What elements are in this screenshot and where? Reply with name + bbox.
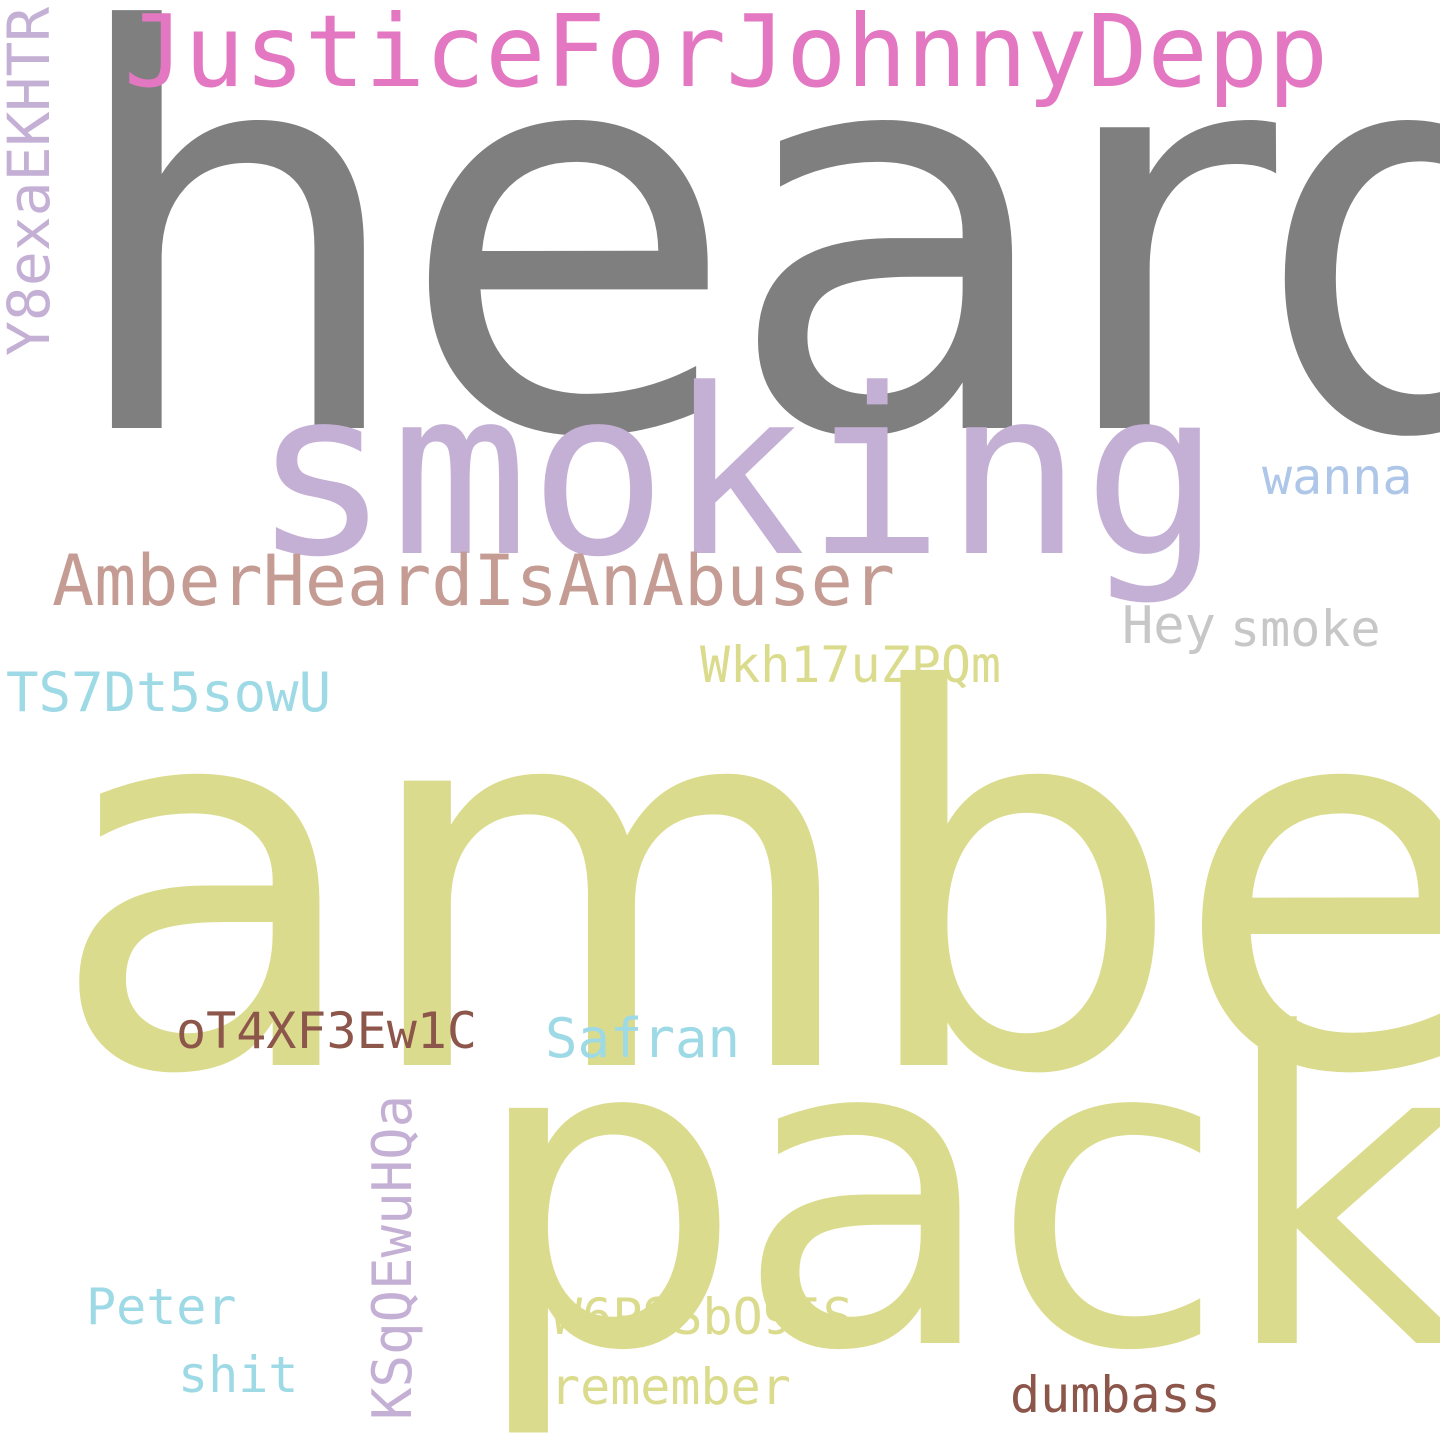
word-ot4xf3ew1c: oT4XF3Ew1C (176, 1002, 478, 1060)
word-smoke: smoke (1230, 600, 1381, 658)
word-pack: pack (470, 945, 1440, 1440)
word-hey: Hey (1122, 596, 1216, 656)
word-y8exaekhtr: Y8exaEKHTR (0, 6, 63, 356)
word-heard: heard (62, 0, 1440, 558)
word-amberheardisanabuser: AmberHeardIsAnAbuser (52, 540, 895, 622)
word-peter: Peter (86, 1278, 237, 1336)
word-dumbass: dumbass (1010, 1366, 1221, 1424)
word-ksqqewuhqa: KSqQEwuHQa (361, 1094, 424, 1420)
word-justicefor-johnnydepp: JusticeForJohnnyDepp (124, 0, 1329, 110)
word-w6pssbo95s: W6PSSbO95S (552, 1288, 854, 1346)
word-wanna: wanna (1262, 448, 1413, 506)
word-smoking: smoking (252, 341, 1222, 608)
word-remember: remember (550, 1358, 791, 1416)
word-wkh17uzpqm: Wkh17uZPQm (700, 636, 1002, 694)
word-amber: amber (48, 582, 1440, 1188)
word-shit: shit (178, 1346, 299, 1404)
word-ts7dt5sowu: TS7Dt5sowU (6, 661, 332, 724)
word-safran: Safran (545, 1007, 741, 1070)
